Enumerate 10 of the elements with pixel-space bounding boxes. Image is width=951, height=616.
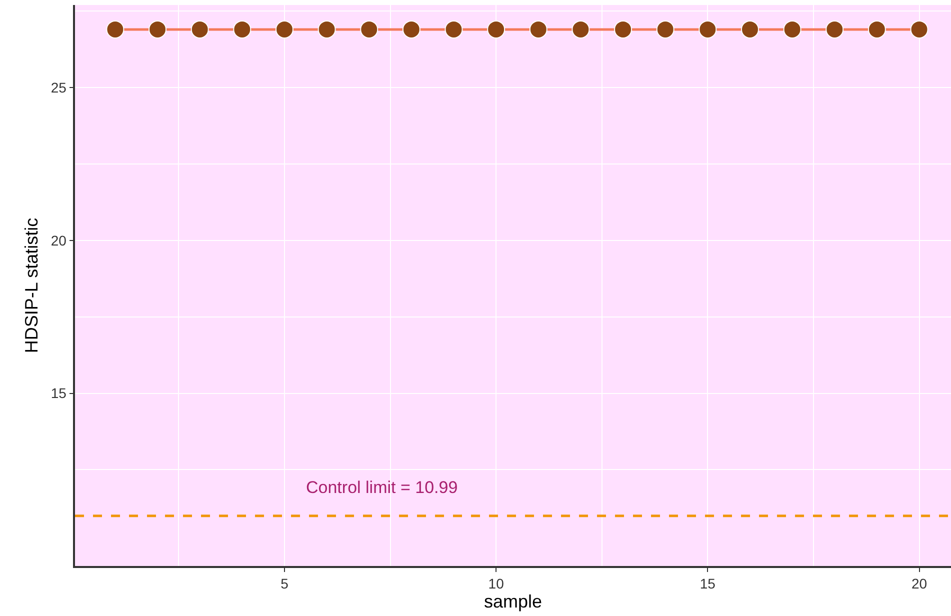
y-tick-label: 15 xyxy=(50,385,67,402)
x-tick-label: 15 xyxy=(700,576,716,592)
x-tick-label: 10 xyxy=(488,576,504,592)
y-tick-label: 25 xyxy=(50,79,67,96)
x-axis-title: sample xyxy=(484,592,542,612)
x-tick-label: 5 xyxy=(280,576,289,592)
y-tick-label: 20 xyxy=(50,232,67,248)
ref-line-label: Control limit = 10.99 xyxy=(306,478,458,497)
x-tick-label: 20 xyxy=(911,576,928,592)
y-axis-title: HDSIP-L statistic xyxy=(22,218,42,354)
